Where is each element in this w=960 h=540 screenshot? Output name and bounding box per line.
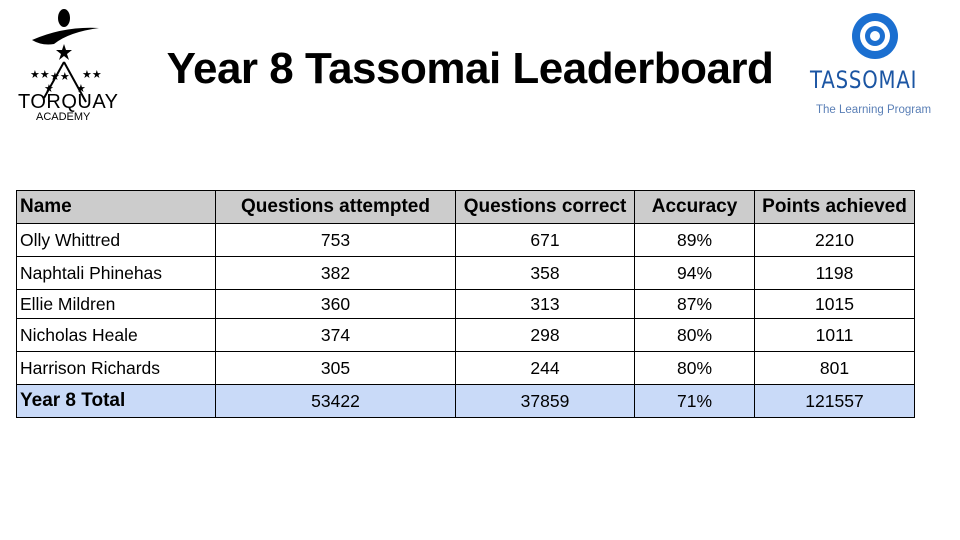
page-title: Year 8 Tassomai Leaderboard — [166, 44, 774, 93]
svg-text:★★: ★★ — [30, 68, 50, 81]
cell-questions-attempted: 753 — [215, 223, 456, 257]
cell-name: Naphtali Phinehas — [16, 256, 216, 290]
cell-points-achieved: 121557 — [754, 384, 915, 418]
svg-text:★: ★ — [44, 82, 54, 95]
cell-points-achieved: 2210 — [754, 223, 915, 257]
cell-questions-correct: 313 — [455, 289, 635, 319]
cell-questions-correct: 358 — [455, 256, 635, 290]
table-row: Nicholas Heale 374 298 80% 1011 — [16, 318, 915, 352]
torquay-academy-logo: ★★ ★★ ★★ ★ ★ TORQUAY ACADEMY — [14, 6, 124, 124]
cell-points-achieved: 1198 — [754, 256, 915, 290]
tassomai-logo: TASSOMAI The Learning Program — [800, 12, 945, 122]
table-row: Naphtali Phinehas 382 358 94% 1198 — [16, 256, 915, 290]
cell-questions-attempted: 374 — [215, 318, 456, 352]
cell-accuracy: 71% — [634, 384, 755, 418]
table-row: Ellie Mildren 360 313 87% 1015 — [16, 289, 915, 319]
table-row: Olly Whittred 753 671 89% 2210 — [16, 223, 915, 257]
header-questions-correct: Questions correct — [455, 190, 635, 224]
tassomai-tagline: The Learning Program — [816, 104, 932, 116]
cell-questions-attempted: 53422 — [215, 384, 456, 418]
cell-accuracy: 89% — [634, 223, 755, 257]
torquay-logo-text: TORQUAY — [18, 91, 118, 113]
svg-text:★: ★ — [76, 82, 86, 95]
cell-points-achieved: 1015 — [754, 289, 915, 319]
header-accuracy: Accuracy — [634, 190, 755, 224]
cell-name: Olly Whittred — [16, 223, 216, 257]
cell-points-achieved: 801 — [754, 351, 915, 385]
cell-accuracy: 94% — [634, 256, 755, 290]
cell-name: Year 8 Total — [16, 384, 216, 418]
cell-name: Harrison Richards — [16, 351, 216, 385]
header-questions-attempted: Questions attempted — [215, 190, 456, 224]
cell-questions-attempted: 382 — [215, 256, 456, 290]
cell-accuracy: 87% — [634, 289, 755, 319]
cell-name: Nicholas Heale — [16, 318, 216, 352]
cell-questions-correct: 244 — [455, 351, 635, 385]
cell-questions-attempted: 360 — [215, 289, 456, 319]
svg-text:★★: ★★ — [50, 70, 70, 83]
cell-accuracy: 80% — [634, 351, 755, 385]
cell-accuracy: 80% — [634, 318, 755, 352]
leaderboard-table: Name Questions attempted Questions corre… — [16, 190, 915, 418]
total-row: Year 8 Total 53422 37859 71% 121557 — [16, 384, 915, 418]
table-row: Harrison Richards 305 244 80% 801 — [16, 351, 915, 385]
tassomai-wordmark: TASSOMAI — [810, 66, 918, 94]
svg-text:ACADEMY: ACADEMY — [36, 111, 91, 123]
svg-text:★★: ★★ — [82, 68, 102, 81]
cell-points-achieved: 1011 — [754, 318, 915, 352]
cell-questions-correct: 37859 — [455, 384, 635, 418]
cell-questions-attempted: 305 — [215, 351, 456, 385]
cell-questions-correct: 298 — [455, 318, 635, 352]
header-name: Name — [16, 190, 216, 224]
cell-questions-correct: 671 — [455, 223, 635, 257]
table-header-row: Name Questions attempted Questions corre… — [16, 190, 915, 224]
header-points-achieved: Points achieved — [754, 190, 915, 224]
cell-name: Ellie Mildren — [16, 289, 216, 319]
